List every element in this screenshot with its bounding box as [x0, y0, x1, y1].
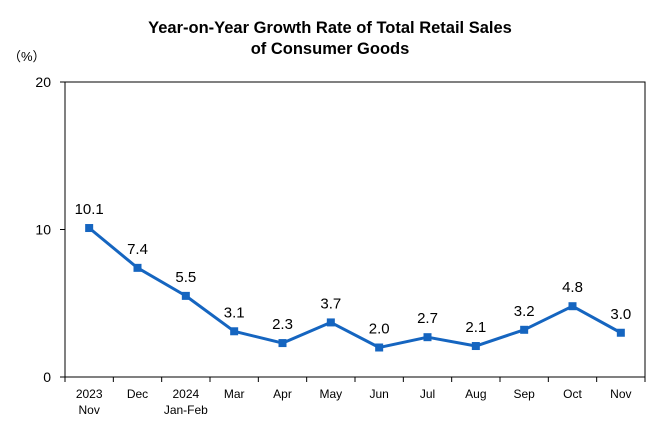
data-label: 3.0 [610, 306, 631, 323]
x-tick-label-line: May [319, 387, 342, 401]
chart-title-line-2: of Consumer Goods [250, 40, 410, 58]
data-point [278, 339, 287, 348]
data-label: 2.7 [417, 310, 438, 327]
plot-frame [64, 81, 646, 378]
data-point [471, 342, 480, 351]
y-axis-label: （%） [8, 49, 46, 64]
chart-title-line-1: Year-on-Year Growth Rate of Total Retail… [148, 19, 512, 37]
x-tick-label-line: Mar [224, 387, 245, 401]
data-label: 2.3 [272, 316, 293, 333]
data-label: 3.2 [514, 303, 535, 320]
x-tick-label: Nov [610, 387, 631, 401]
x-tick-label-line: Nov [610, 387, 631, 401]
y-tick-label: 0 [43, 369, 51, 385]
data-label: 3.1 [224, 304, 245, 321]
x-tick-label-line: Apr [273, 387, 292, 401]
x-tick-label: 2023 Nov [76, 387, 103, 417]
data-point [520, 325, 529, 334]
data-label: 2.0 [369, 321, 390, 338]
x-tick-label-line: 2024 [172, 387, 199, 401]
data-point [230, 327, 239, 336]
data-point [326, 318, 335, 327]
data-label: 4.8 [562, 279, 583, 296]
x-tick-label-line: 2023 [76, 387, 103, 401]
x-tick-label-line: Oct [563, 387, 582, 401]
x-tick-label: May [319, 387, 342, 401]
data-point [133, 263, 142, 272]
data-point [616, 328, 625, 337]
y-tick-label: 20 [35, 74, 51, 90]
data-point [423, 333, 432, 342]
data-point [568, 302, 577, 311]
series-line [88, 226, 622, 349]
data-label: 3.7 [320, 295, 341, 312]
x-tick-label: Mar [224, 387, 245, 401]
x-tick-label-line: Aug [465, 387, 486, 401]
data-label: 2.1 [465, 319, 486, 336]
x-tick-label: 2024 Jan-Feb [164, 387, 208, 417]
x-tick-label-line: Sep [513, 387, 535, 401]
data-label: 10.1 [75, 201, 104, 218]
data-label: 7.4 [127, 241, 148, 258]
x-tick-label: Apr [273, 387, 292, 401]
x-tick-label: Sep [513, 387, 535, 401]
x-tick-label: Aug [465, 387, 486, 401]
x-tick-label-line: Jan-Feb [164, 403, 208, 417]
data-point [375, 343, 384, 352]
x-tick-label-line: Dec [127, 387, 148, 401]
x-tick-label-line: Jun [369, 387, 388, 401]
x-tick-label: Jul [420, 387, 435, 401]
x-tick-label: Oct [563, 387, 582, 401]
x-tick-label: Dec [127, 387, 148, 401]
y-tick-label: 10 [35, 222, 51, 238]
x-tick-label-line: Nov [78, 403, 99, 417]
chart-title: Year-on-Year Growth Rate of Total Retail… [0, 18, 660, 60]
data-point [85, 224, 94, 233]
data-point [181, 291, 190, 300]
x-tick-label-line: Jul [420, 387, 435, 401]
data-label: 5.5 [175, 269, 196, 286]
x-tick-label: Jun [369, 387, 388, 401]
